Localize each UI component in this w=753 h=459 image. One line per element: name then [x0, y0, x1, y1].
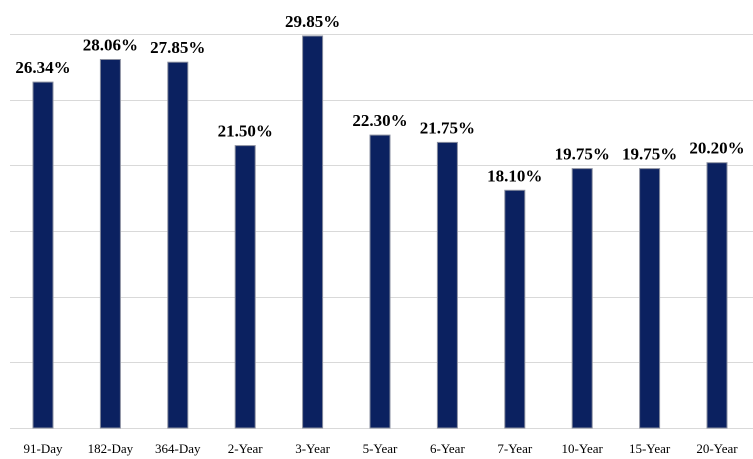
- data-label: 28.06%: [83, 36, 138, 55]
- x-axis-tick-labels: 91-Day 182-Day 364-Day 2-Year 3-Year 5-Year 6-…: [24, 441, 739, 456]
- bar: [639, 168, 661, 429]
- bar: [571, 168, 593, 429]
- data-label: 27.85%: [150, 38, 205, 57]
- data-label: 18.10%: [487, 166, 542, 185]
- bar: [706, 162, 728, 429]
- data-label: 19.75%: [622, 145, 677, 164]
- data-label: 21.50%: [218, 122, 273, 141]
- x-tick-label: 20-Year: [696, 441, 738, 456]
- bar: [167, 61, 189, 429]
- x-tick-label: 6-Year: [430, 441, 465, 456]
- bar: [234, 145, 256, 429]
- bars: [32, 35, 728, 429]
- bar: [369, 134, 391, 429]
- bar: [302, 35, 324, 429]
- x-tick-label: 3-Year: [295, 441, 330, 456]
- x-tick-label: 10-Year: [562, 441, 604, 456]
- bar: [504, 189, 526, 429]
- x-tick-label: 15-Year: [629, 441, 671, 456]
- x-tick-label: 5-Year: [363, 441, 398, 456]
- x-tick-label: 182-Day: [88, 441, 134, 456]
- data-label: 26.34%: [15, 58, 70, 77]
- data-label: 19.75%: [555, 145, 610, 164]
- x-tick-label: 364-Day: [155, 441, 201, 456]
- data-label: 21.75%: [420, 118, 475, 137]
- bar: [99, 59, 121, 429]
- data-labels: 26.34% 28.06% 27.85% 21.50% 29.85% 22.30% 21.7…: [15, 12, 744, 185]
- bar: [32, 81, 54, 429]
- x-tick-label: 7-Year: [497, 441, 532, 456]
- bar: [436, 141, 458, 429]
- x-tick-label: 91-Day: [24, 441, 63, 456]
- x-tick-label: 2-Year: [228, 441, 263, 456]
- data-label: 20.20%: [689, 139, 744, 158]
- data-label: 22.30%: [352, 111, 407, 130]
- data-label: 29.85%: [285, 12, 340, 31]
